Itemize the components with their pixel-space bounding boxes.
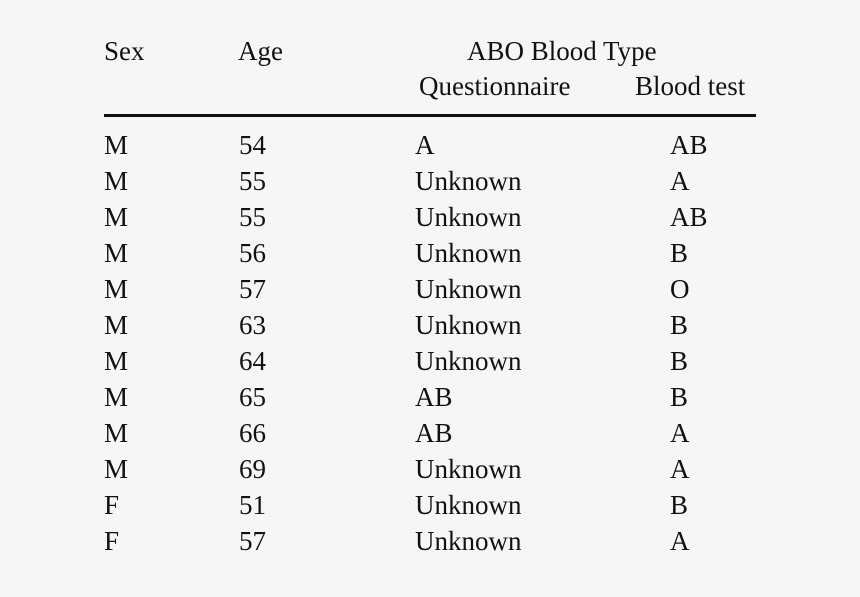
table-row: M 55 Unknown A — [104, 163, 756, 199]
table-row: M 64 Unknown B — [104, 343, 756, 379]
table-body: M 54 A AB M 55 Unknown A M 55 Unknown AB… — [104, 127, 756, 559]
cell-questionnaire: Unknown — [415, 238, 522, 268]
blood-type-table: Sex Age ABO Blood Type Questionnaire Blo… — [104, 34, 756, 556]
cell-questionnaire: A — [415, 130, 435, 160]
cell-blood-test: A — [670, 166, 690, 196]
cell-blood-test: B — [670, 382, 689, 412]
cell-blood-test: A — [670, 526, 690, 556]
cell-blood-test: A — [670, 454, 690, 484]
cell-questionnaire: Unknown — [415, 202, 522, 232]
header-sex: Sex — [104, 36, 145, 66]
cell-sex: M — [104, 418, 129, 448]
cell-questionnaire: Unknown — [415, 490, 522, 520]
cell-sex: F — [104, 526, 120, 556]
table-row: M 66 AB A — [104, 415, 756, 451]
header-rule — [104, 114, 756, 117]
cell-questionnaire: Unknown — [415, 454, 522, 484]
table-row: M 56 Unknown B — [104, 235, 756, 271]
cell-age: 57 — [239, 526, 266, 556]
table-header: Sex Age ABO Blood Type Questionnaire Blo… — [104, 34, 756, 104]
cell-sex: M — [104, 274, 129, 304]
cell-sex: F — [104, 490, 120, 520]
cell-blood-test: B — [670, 238, 689, 268]
cell-blood-test: AB — [670, 202, 708, 232]
cell-questionnaire: AB — [415, 382, 453, 412]
cell-questionnaire: Unknown — [415, 310, 522, 340]
cell-blood-test: B — [670, 346, 689, 376]
table-row: M 69 Unknown A — [104, 451, 756, 487]
header-questionnaire: Questionnaire — [419, 71, 571, 101]
cell-age: 55 — [239, 202, 266, 232]
table-row: M 57 Unknown O — [104, 271, 756, 307]
cell-questionnaire: Unknown — [415, 526, 522, 556]
cell-sex: M — [104, 166, 129, 196]
cell-age: 55 — [239, 166, 266, 196]
cell-blood-test: B — [670, 310, 689, 340]
cell-age: 69 — [239, 454, 266, 484]
cell-age: 66 — [239, 418, 266, 448]
header-age: Age — [238, 36, 283, 66]
header-abo-blood-type: ABO Blood Type — [467, 36, 657, 66]
cell-age: 64 — [239, 346, 266, 376]
table-row: M 54 A AB — [104, 127, 756, 163]
table-row: F 51 Unknown B — [104, 487, 756, 523]
cell-age: 57 — [239, 274, 266, 304]
table-row: M 55 Unknown AB — [104, 199, 756, 235]
cell-sex: M — [104, 454, 129, 484]
cell-age: 56 — [239, 238, 266, 268]
cell-questionnaire: Unknown — [415, 166, 522, 196]
header-blood-test: Blood test — [635, 71, 746, 101]
table-row: M 63 Unknown B — [104, 307, 756, 343]
cell-age: 63 — [239, 310, 266, 340]
cell-sex: M — [104, 382, 129, 412]
cell-blood-test: AB — [670, 130, 708, 160]
cell-blood-test: B — [670, 490, 689, 520]
cell-sex: M — [104, 346, 129, 376]
table-row: M 65 AB B — [104, 379, 756, 415]
cell-questionnaire: AB — [415, 418, 453, 448]
cell-questionnaire: Unknown — [415, 274, 522, 304]
cell-sex: M — [104, 310, 129, 340]
cell-sex: M — [104, 130, 129, 160]
cell-sex: M — [104, 202, 129, 232]
cell-questionnaire: Unknown — [415, 346, 522, 376]
cell-blood-test: O — [670, 274, 690, 304]
cell-age: 65 — [239, 382, 266, 412]
cell-age: 54 — [239, 130, 266, 160]
table-row: F 57 Unknown A — [104, 523, 756, 559]
cell-sex: M — [104, 238, 129, 268]
cell-age: 51 — [239, 490, 266, 520]
cell-blood-test: A — [670, 418, 690, 448]
